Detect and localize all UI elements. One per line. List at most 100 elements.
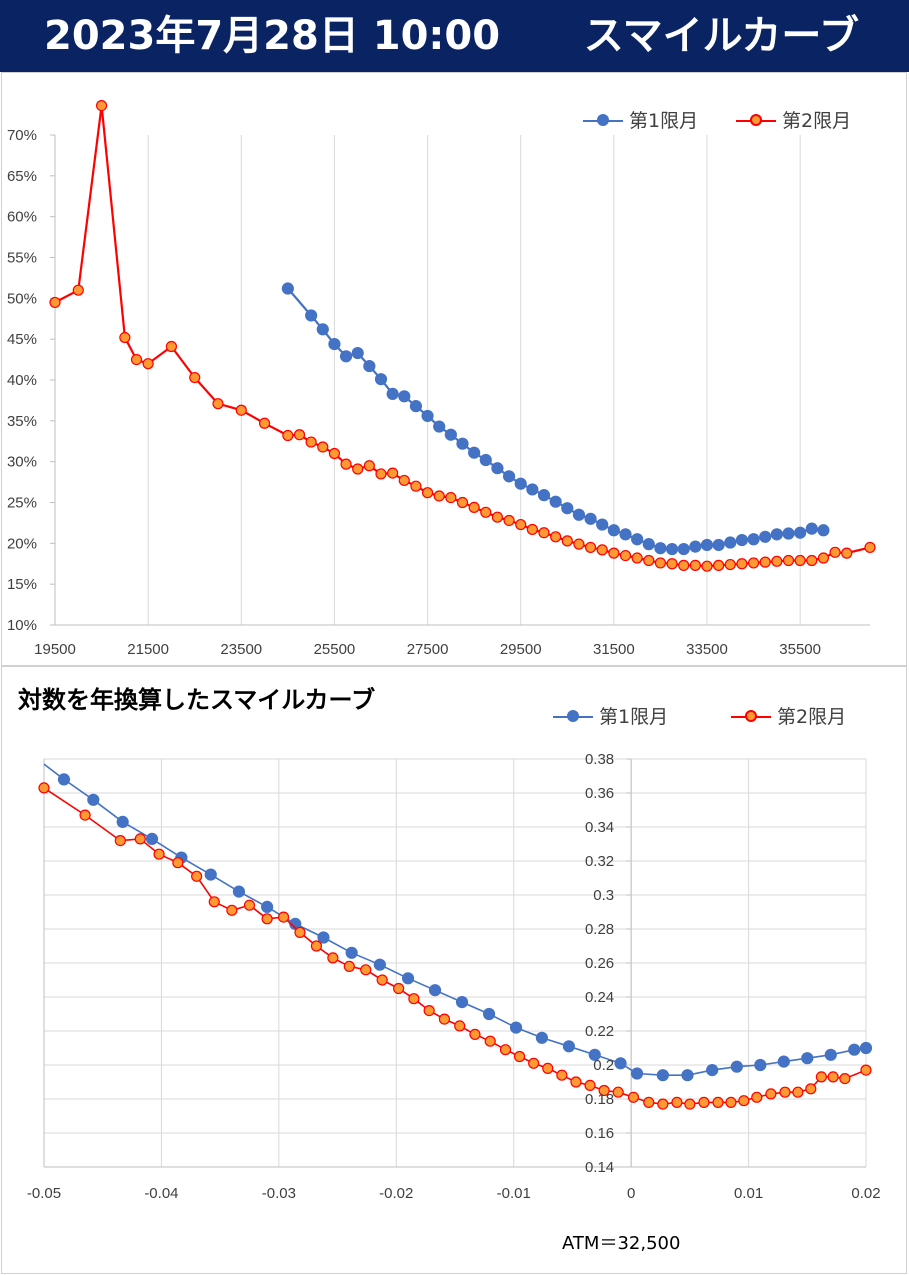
chart2-series-2-point [393,982,405,995]
chart1-series-1-point [712,538,725,552]
chart1-series-1-point [642,538,655,551]
chart1-series-1-point [398,390,411,403]
chart2-series-2-point [792,1086,804,1098]
chart1-series-2-point [165,340,178,353]
chart1-series-2-point [631,552,643,564]
chart2-series-2-point [671,1096,683,1109]
chart2-series-2-point [261,913,273,925]
chart2-panel [1,666,907,1274]
chart2-series-2-point [860,1064,872,1076]
chart1-series-1-point [689,540,702,553]
legend-marker-icon [567,710,579,722]
chart2-y-tick-label: 0.26 [585,955,614,972]
chart1-series-2-point [142,358,154,370]
chart1-series-2-point [445,492,457,504]
chart2-series-1-point [588,1048,601,1061]
chart1-series-1-point [305,309,318,322]
chart1-series-2-point [282,429,294,442]
chart2-series-2-point [751,1091,763,1103]
chart2-series-2-point [310,940,323,952]
chart1-series-2-point [608,547,620,559]
chart2-x-tick-label: -0.01 [497,1185,531,1202]
chart2-series-2-point [438,1013,451,1025]
chart2-series-2-point [454,1020,466,1032]
chart1-series-2-point [654,557,667,569]
chart1-y-tick-label: 30% [7,454,37,471]
chart2-series-1-point [562,1040,576,1053]
chart1-series-1-point [817,524,830,537]
chart2-series-1-point [681,1069,694,1082]
chart1-series-1-point [502,470,516,483]
chart2-series-2-point [805,1083,817,1095]
chart1-x-tick-label: 23500 [220,641,262,658]
chart2-x-tick-label: 0.02 [851,1185,880,1202]
chart2-series-2-line [43,787,867,1105]
chart1-series-1-point [444,428,457,441]
chart1-series-1-point [526,483,539,496]
chart1-series-1-point [794,526,807,539]
chart2-x-tick-label: -0.03 [262,1185,296,1202]
chart1-series-2-point [189,371,201,384]
chart2-series-2-point [738,1095,750,1107]
chart1-y-tick-label: 15% [7,576,37,593]
chart2-series-2-point [712,1096,724,1109]
chart1-series-2-point [480,506,492,518]
chart1-series-2-point [538,527,550,539]
chart2-series-2-point [243,899,256,911]
chart2-legend-label-2: 第2限月 [777,706,847,728]
chart2-series-2-point [469,1028,481,1041]
chart2-y-tick-label: 0.32 [585,853,614,870]
chart2-x-tick-label: 0 [627,1185,635,1202]
chart2-series-2-point [360,964,372,976]
chart1-series-2-point [491,511,504,523]
chart2-series-2-point [827,1071,839,1083]
chart1-series-2-point [619,549,632,562]
chart1-y-tick-label: 50% [7,290,37,307]
chart2-series-1-point [777,1055,790,1068]
chart2-series-2-point [134,833,146,845]
chart1-series-1-point [596,518,609,531]
chart2-series-1-point [482,1007,496,1021]
chart1-series-2-point [212,398,224,410]
atm-note: ATM＝32,500 [562,1233,681,1254]
chart2-series-2-point [584,1079,596,1092]
chart2-y-tick-label: 0.3 [593,887,614,904]
chart1-series-2-point [95,99,108,112]
chart1-y-tick-label: 70% [7,127,37,144]
chart1-series-1-point [607,524,620,537]
chart1-series-2-point [736,558,748,570]
chart1-series-2-point [119,331,131,344]
chart2-legend: 第1限月 第2限月 [553,704,893,730]
chart1-series-2-point [841,547,853,559]
chart2-series-2-point [657,1098,669,1110]
chart1-series-2-point [643,554,655,567]
chart1-svg: 19500 21500 23500 25500 27500 29500 31500 33500… [7,99,876,658]
chart1-series-1-point [572,508,586,521]
chart1-series-2-point [317,441,329,453]
chart1-series-2-point [72,284,84,296]
chart1-x-tick-label: 27500 [407,641,449,658]
chart2-series-1-point [630,1067,644,1080]
chart2-series-1-point [57,773,71,786]
chart1-series-1-point [479,453,492,467]
chart2-series-2-point [513,1050,526,1063]
chart1-series-1-point [537,489,551,502]
chart2-x-tick-label: -0.04 [144,1185,178,1202]
chart2-series-2-point [499,1044,512,1056]
chart1-series-2-point [421,487,434,499]
chart2-series-2-point [343,960,355,973]
chart1-series-1-point [747,533,760,546]
chart1-series-2-point [258,417,271,429]
chart1-y-tick-label: 35% [7,413,37,430]
chart1-series-1-point [514,477,527,490]
chart1-series-2-point [794,554,806,567]
chart1-series-1-point [339,350,353,363]
chart2-series-1-point [373,958,386,971]
chart2-series-1-point [116,815,129,829]
chart1-series-2-point [584,541,597,554]
chart1-y-tick-label: 20% [7,535,37,552]
chart2-series-2-point [79,809,91,821]
chart2-series-2-point [208,896,220,908]
chart1-series-1-point [631,533,644,546]
